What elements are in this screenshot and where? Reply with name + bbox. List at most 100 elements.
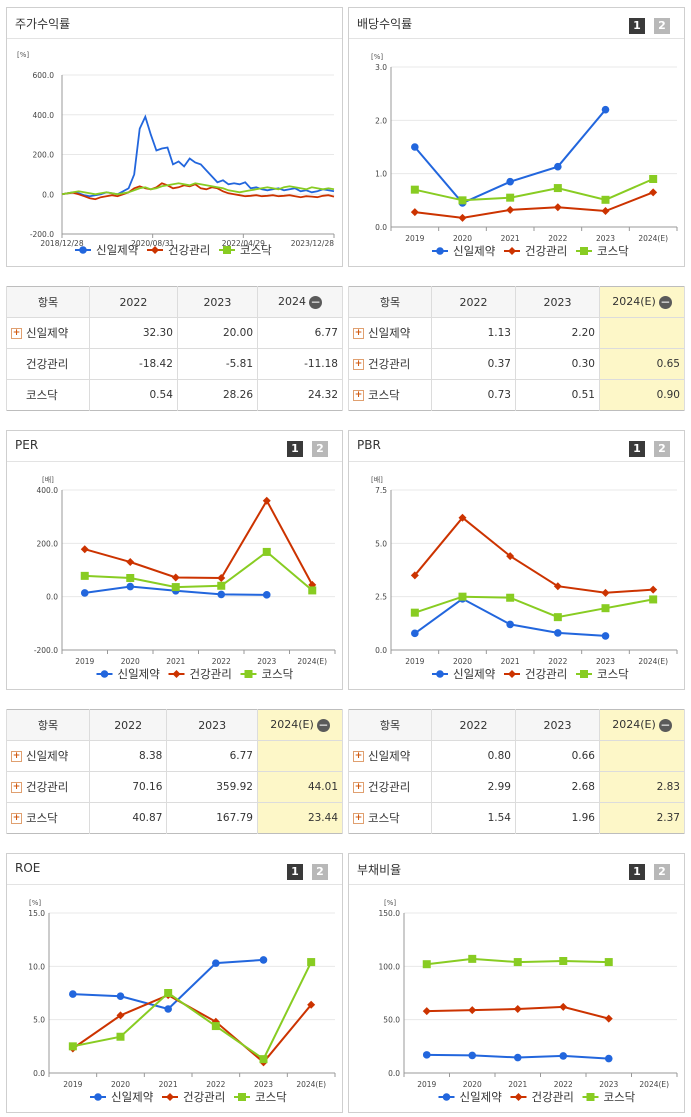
point-marker [151,246,159,254]
value-cell: 2.99 [431,771,516,803]
point-marker [458,196,467,205]
x-tick-label: 2024(E) [296,1080,326,1089]
page-2-button[interactable]: 2 [312,864,328,880]
expand-icon[interactable]: + [353,328,364,339]
expand-icon[interactable]: + [11,813,22,824]
panel-title: ROE [15,861,41,875]
point-marker [436,247,444,255]
point-marker [506,177,514,186]
page-2-button[interactable]: 2 [654,864,670,880]
table-row: + 코스닥 40.87 167.79 23.44 [6,802,343,834]
point-marker [259,1055,268,1064]
series-line [72,993,312,1064]
top-strip [225,0,645,2]
expand-icon[interactable]: + [353,782,364,793]
point-marker [442,1093,451,1101]
column-header-label: 항목 [37,719,59,732]
legend-label: 신일제약 [453,244,496,258]
value-cell: 2.37 [599,802,685,834]
y-tick-label: 0.0 [33,1069,45,1078]
legend-label: 건강관리 [525,244,567,258]
page-1-button[interactable]: 1 [287,441,303,457]
column-header: 2023 [515,709,600,741]
page-1-button[interactable]: 1 [287,864,303,880]
series-line [84,550,313,592]
expand-icon[interactable]: + [11,782,22,793]
row-label-cell: + 신일제약 [6,740,90,772]
y-tick-label: 2.0 [375,116,387,125]
column-header-label: 2022 [459,295,488,309]
column-header: 항목 [348,709,432,741]
page-1-button[interactable]: 1 [629,18,645,34]
value-cell: 40.87 [88,802,168,834]
legend-label: 건강관리 [168,243,210,257]
point-marker [514,1093,523,1101]
value-cell: 167.79 [166,802,258,834]
page-2-button[interactable]: 2 [654,18,670,34]
expand-icon[interactable]: + [353,751,364,762]
point-marker [649,585,658,594]
row-label: 건강관리 [368,780,411,794]
point-marker [559,1052,568,1060]
expand-icon[interactable]: + [353,359,364,370]
collapse-icon[interactable]: − [658,717,672,732]
y-tick-label: -200.0 [30,230,54,239]
per-chart: [배] 400.0 200.0 0.0 -200.0 2019 2020 2021 2022 20… [34,475,336,681]
collapse-icon[interactable]: − [658,294,672,309]
value-cell: 1.96 [515,802,600,834]
y-tick-label: 0.0 [375,646,387,655]
point-marker [468,1051,477,1060]
expand-icon[interactable]: + [11,751,22,762]
table-header-row: 항목 2022 2023 2024(E) − [348,709,685,741]
collapse-icon[interactable]: − [309,294,322,309]
value-cell: 0.30 [515,348,600,380]
page-2-button[interactable]: 2 [312,441,328,457]
expand-icon[interactable]: + [353,390,364,401]
column-header: 2022 [431,286,516,318]
point-marker [100,670,109,678]
value-cell [257,740,343,772]
point-marker [506,620,514,629]
pbr-table: 항목 2022 2023 2024(E) − + 신일제약 0.80 0.66 + 건강관리 2.99… [348,709,685,834]
legend-label: 신일제약 [111,1090,154,1104]
page-2-button[interactable]: 2 [654,441,670,457]
point-marker [580,247,588,255]
point-marker [80,545,89,554]
column-header: 항목 [6,709,90,741]
x-tick-label: 2020 [463,1080,482,1089]
row-label: 건강관리 [368,357,411,371]
x-tick-label: 2023 [254,1080,273,1089]
y-tick-label: -200.0 [34,646,58,655]
collapse-icon[interactable]: − [316,717,330,732]
legend-label: 코스닥 [604,1090,636,1104]
value-cell: 0.65 [599,348,685,380]
column-header: 2023 [515,286,600,318]
y-tick-label: 0.0 [388,1069,400,1078]
y-tick-label: 0.0 [46,593,58,602]
point-marker [164,989,173,997]
page-1-button[interactable]: 1 [629,864,645,880]
column-header-label: 항목 [37,296,59,309]
dividend-yield-table: 항목 2022 2023 2024(E) − + 신일제약 1.13 2.20 + 건강관리 0.37… [348,286,685,411]
legend-label: 신일제약 [118,667,161,681]
point-marker [171,583,180,592]
value-cell: 20.00 [176,317,259,349]
y-tick-label: 50.0 [383,1016,400,1025]
x-tick-label: 2023 [596,657,615,666]
page-1-button[interactable]: 1 [629,441,645,457]
expand-icon[interactable]: + [353,813,364,824]
y-tick-label: 5.0 [33,1016,45,1025]
panel-title: PBR [357,438,381,452]
point-marker [422,960,431,969]
expand-icon[interactable]: + [11,328,22,339]
point-marker [506,552,515,561]
value-cell: 44.01 [257,771,343,803]
point-marker [436,670,444,678]
x-tick-label: 2021 [166,657,185,666]
point-marker [126,582,135,591]
x-tick-label: 2021 [159,1080,178,1089]
